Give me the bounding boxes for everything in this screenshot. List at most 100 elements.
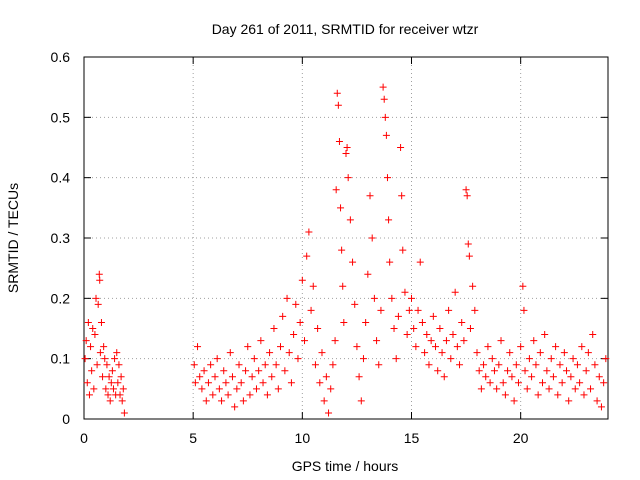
- data-point: [466, 325, 474, 332]
- data-point: [416, 258, 424, 266]
- y-axis-label: SRMTID / TECUs: [5, 183, 21, 293]
- data-point: [423, 331, 431, 339]
- data-point: [547, 355, 555, 363]
- data-point: [425, 361, 433, 369]
- data-point: [215, 385, 223, 393]
- data-point: [434, 367, 442, 375]
- data-point: [339, 282, 347, 290]
- data-point: [109, 385, 117, 393]
- data-point: [464, 240, 472, 248]
- data-point: [576, 379, 584, 387]
- data-point: [600, 379, 608, 387]
- data-point: [346, 216, 354, 224]
- data-point: [584, 349, 592, 357]
- x-axis-label: GPS time / hours: [292, 458, 399, 474]
- data-point: [366, 192, 374, 200]
- data-point: [194, 343, 202, 351]
- data-point: [569, 355, 577, 363]
- data-point: [532, 361, 540, 369]
- data-point: [432, 343, 440, 351]
- data-point: [408, 294, 415, 302]
- data-point: [506, 349, 514, 357]
- data-point: [593, 397, 601, 405]
- data-point: [488, 355, 496, 363]
- data-point: [96, 276, 104, 284]
- data-point: [543, 367, 551, 375]
- data-point: [390, 325, 398, 332]
- data-point: [589, 331, 597, 339]
- data-point: [307, 306, 315, 314]
- data-point: [115, 361, 123, 369]
- data-point: [283, 294, 291, 302]
- data-point: [314, 325, 322, 332]
- data-point: [473, 349, 481, 357]
- data-point: [392, 355, 400, 363]
- data-point: [587, 385, 595, 393]
- data-point: [95, 270, 103, 278]
- data-point: [386, 258, 394, 266]
- data-point: [539, 379, 546, 387]
- axis-ticks: [83, 56, 608, 420]
- data-point: [309, 282, 317, 290]
- data-point: [246, 391, 254, 399]
- data-point: [325, 409, 333, 417]
- data-point: [469, 282, 477, 290]
- data-point: [449, 331, 457, 339]
- data-point: [266, 349, 274, 357]
- data-point: [344, 174, 352, 182]
- data-point: [447, 355, 455, 363]
- data-point: [412, 343, 420, 351]
- data-point: [534, 391, 542, 399]
- data-point: [116, 391, 124, 399]
- data-point: [207, 361, 215, 369]
- data-point: [101, 355, 109, 363]
- data-point: [456, 361, 464, 369]
- data-point: [497, 337, 505, 345]
- data-point: [403, 331, 411, 339]
- data-point: [362, 318, 370, 326]
- data-point: [290, 331, 298, 339]
- data-point: [270, 325, 278, 332]
- data-point: [370, 294, 378, 302]
- data-point: [196, 373, 204, 381]
- data-point: [190, 361, 198, 369]
- data-point: [329, 361, 337, 369]
- data-point: [477, 385, 485, 393]
- data-point: [93, 361, 101, 369]
- data-point: [220, 367, 228, 375]
- data-point: [235, 361, 243, 369]
- data-point: [117, 373, 125, 381]
- data-point: [204, 379, 212, 387]
- data-point: [338, 246, 346, 254]
- data-point: [268, 373, 276, 381]
- data-point: [213, 355, 221, 363]
- data-point: [418, 318, 426, 326]
- data-point: [397, 144, 405, 151]
- data-point: [332, 186, 340, 194]
- data-point: [375, 361, 383, 369]
- data-point: [379, 83, 387, 91]
- data-point: [337, 204, 345, 212]
- data-point: [565, 397, 573, 405]
- data-point: [277, 343, 284, 351]
- data-point: [200, 367, 208, 375]
- data-point: [84, 318, 92, 326]
- data-point: [460, 337, 468, 345]
- data-point: [83, 379, 91, 387]
- data-point: [582, 367, 590, 375]
- data-point: [499, 379, 507, 387]
- y-tick-label: 0.5: [51, 109, 71, 125]
- chart-title: Day 261 of 2011, SRMTID for receiver wtz…: [212, 21, 479, 37]
- data-point: [563, 367, 571, 375]
- data-point: [554, 391, 562, 399]
- data-point: [342, 150, 350, 158]
- data-point: [398, 192, 406, 200]
- data-point: [287, 379, 295, 387]
- data-point: [414, 306, 422, 314]
- data-point: [453, 343, 461, 351]
- data-point: [226, 349, 234, 357]
- data-point: [218, 397, 226, 405]
- data-point: [377, 306, 385, 314]
- data-point: [224, 391, 232, 399]
- data-point: [96, 349, 104, 357]
